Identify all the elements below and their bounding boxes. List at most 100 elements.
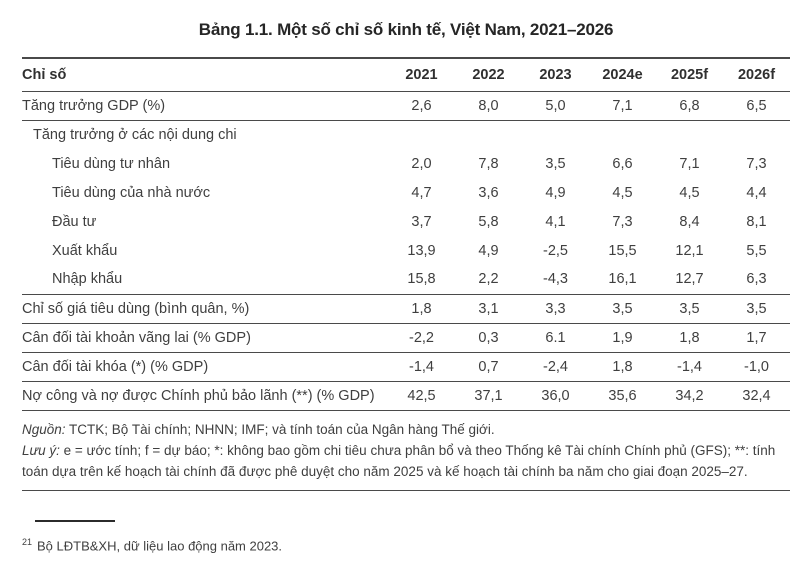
notes-divider-rule bbox=[22, 489, 790, 491]
value-cell: 4,7 bbox=[411, 184, 432, 201]
value-cell: 5,8 bbox=[478, 213, 499, 230]
value-cell: -2,2 bbox=[388, 323, 455, 353]
value-cell: 36,0 bbox=[522, 381, 589, 411]
value-cell: 0,7 bbox=[455, 352, 522, 382]
value-cell: 2,2 bbox=[455, 265, 522, 295]
source-note: Nguồn: TCTK; Bộ Tài chính; NHNN; IMF; và… bbox=[22, 419, 790, 440]
value-cell: 42,5 bbox=[388, 381, 455, 411]
value-cell: 12,7 bbox=[656, 265, 723, 295]
value-cell: 34,2 bbox=[656, 381, 723, 411]
row-label: Nợ công và nợ được Chính phủ bảo lãnh (*… bbox=[22, 381, 388, 411]
table-row-government-consumption: Tiêu dùng của nhà nước 4,7 3,6 4,9 4,5 4… bbox=[22, 178, 790, 207]
table-row-fiscal-balance: Cân đối tài khóa (*) (% GDP) -1,4 0,7 -2… bbox=[22, 352, 790, 382]
value-cell: 32,4 bbox=[723, 381, 790, 411]
row-label: Đầu tư bbox=[52, 213, 97, 230]
value-cell: 3,3 bbox=[522, 294, 589, 324]
row-label: Tăng trưởng GDP (%) bbox=[22, 91, 388, 121]
value-cell: 12,1 bbox=[675, 242, 704, 259]
value-cell: 16,1 bbox=[589, 265, 656, 295]
value-cell: 6.1 bbox=[522, 323, 589, 353]
column-header-2022: 2022 bbox=[455, 57, 522, 92]
general-note-label: Lưu ý: bbox=[22, 442, 60, 458]
column-header-2023: 2023 bbox=[522, 57, 589, 92]
table-row-expenditure-group: Tăng trưởng ở các nội dung chi bbox=[22, 120, 790, 149]
value-cell: 4,1 bbox=[545, 213, 566, 230]
value-cell: -1,4 bbox=[656, 352, 723, 382]
indicator-table: Chỉ số 2021 2022 2023 2024e 2025f 2026f … bbox=[22, 57, 790, 411]
value-cell: 3,5 bbox=[656, 294, 723, 324]
value-cell: 3,6 bbox=[478, 184, 499, 201]
value-cell: 8,4 bbox=[679, 213, 700, 230]
value-cell: 1,7 bbox=[723, 323, 790, 353]
column-header-indicator: Chỉ số bbox=[22, 57, 388, 92]
value-cell: 3,5 bbox=[723, 294, 790, 324]
value-cell: 4,5 bbox=[679, 184, 700, 201]
table-row-cpi: Chỉ số giá tiêu dùng (bình quân, %) 1,8 … bbox=[22, 294, 790, 324]
table-row-exports: Xuất khẩu 13,9 4,9 -2,5 15,5 12,1 5,5 bbox=[22, 236, 790, 265]
row-label: Cân đối tài khóa (*) (% GDP) bbox=[22, 352, 388, 382]
row-label: Chỉ số giá tiêu dùng (bình quân, %) bbox=[22, 294, 388, 324]
table-row-investment: Đầu tư 3,7 5,8 4,1 7,3 8,4 8,1 bbox=[22, 207, 790, 236]
table-row-gdp-growth: Tăng trưởng GDP (%) 2,6 8,0 5,0 7,1 6,8 … bbox=[22, 91, 790, 121]
value-cell: -2,5 bbox=[543, 242, 568, 259]
footnote-divider-rule bbox=[35, 519, 115, 522]
value-cell: 7,1 bbox=[679, 155, 700, 172]
value-cell: 1,8 bbox=[656, 323, 723, 353]
value-cell: 2,6 bbox=[388, 91, 455, 121]
value-cell bbox=[589, 120, 656, 149]
value-cell: 7,1 bbox=[589, 91, 656, 121]
source-note-label: Nguồn: bbox=[22, 421, 66, 437]
value-cell: 13,9 bbox=[407, 242, 436, 259]
value-cell: 4,9 bbox=[545, 184, 566, 201]
value-cell: 6,8 bbox=[656, 91, 723, 121]
table-row-private-consumption: Tiêu dùng tư nhân 2,0 7,8 3,5 6,6 7,1 7,… bbox=[22, 149, 790, 178]
value-cell: -2,4 bbox=[522, 352, 589, 382]
value-cell bbox=[723, 120, 790, 149]
row-label: Xuất khẩu bbox=[52, 242, 118, 259]
table-notes: Nguồn: TCTK; Bộ Tài chính; NHNN; IMF; và… bbox=[22, 419, 790, 482]
value-cell: 15,8 bbox=[388, 265, 455, 295]
value-cell: 3,1 bbox=[455, 294, 522, 324]
table-row-public-debt: Nợ công và nợ được Chính phủ bảo lãnh (*… bbox=[22, 381, 790, 411]
row-label: Tiêu dùng của nhà nước bbox=[52, 184, 211, 201]
general-note: Lưu ý: e = ước tính; f = dự báo; *: khôn… bbox=[22, 440, 790, 482]
value-cell bbox=[388, 120, 455, 149]
value-cell: -1,4 bbox=[388, 352, 455, 382]
value-cell: 4,9 bbox=[478, 242, 499, 259]
value-cell: 0,3 bbox=[455, 323, 522, 353]
row-label: Tăng trưởng ở các nội dung chi bbox=[33, 126, 237, 143]
row-label: Cân đối tài khoản vãng lai (% GDP) bbox=[22, 323, 388, 353]
value-cell: 3,5 bbox=[589, 294, 656, 324]
row-label: Nhập khẩu bbox=[22, 265, 388, 295]
value-cell: -1,0 bbox=[723, 352, 790, 382]
value-cell: 7,8 bbox=[478, 155, 499, 172]
value-cell: 4,5 bbox=[612, 184, 633, 201]
value-cell: 1,9 bbox=[589, 323, 656, 353]
column-header-2026f: 2026f bbox=[723, 57, 790, 92]
general-note-text: e = ước tính; f = dự báo; *: không bao g… bbox=[22, 442, 776, 479]
row-label: Tiêu dùng tư nhân bbox=[52, 155, 171, 172]
value-cell: 6,6 bbox=[612, 155, 633, 172]
value-cell: 2,0 bbox=[411, 155, 432, 172]
value-cell: 7,3 bbox=[612, 213, 633, 230]
value-cell: 1,8 bbox=[388, 294, 455, 324]
value-cell: 15,5 bbox=[608, 242, 637, 259]
value-cell bbox=[455, 120, 522, 149]
footnote-number: 21 bbox=[22, 536, 33, 547]
value-cell: 4,4 bbox=[746, 184, 767, 201]
source-note-text: TCTK; Bộ Tài chính; NHNN; IMF; và tính t… bbox=[65, 421, 495, 437]
value-cell: 37,1 bbox=[455, 381, 522, 411]
value-cell: 5,5 bbox=[746, 242, 767, 259]
value-cell: 35,6 bbox=[589, 381, 656, 411]
value-cell: 1,8 bbox=[589, 352, 656, 382]
table-row-imports: Nhập khẩu 15,8 2,2 -4,3 16,1 12,7 6,3 bbox=[22, 265, 790, 295]
value-cell: 3,7 bbox=[411, 213, 432, 230]
table-row-current-account: Cân đối tài khoản vãng lai (% GDP) -2,2 … bbox=[22, 323, 790, 353]
footnote: 21 Bộ LĐTB&XH, dữ liệu lao động năm 2023. bbox=[22, 537, 790, 553]
column-header-2021: 2021 bbox=[388, 57, 455, 92]
footnote-text: Bộ LĐTB&XH, dữ liệu lao động năm 2023. bbox=[37, 537, 283, 553]
value-cell: 5,0 bbox=[522, 91, 589, 121]
value-cell: -4,3 bbox=[522, 265, 589, 295]
value-cell bbox=[522, 120, 589, 149]
